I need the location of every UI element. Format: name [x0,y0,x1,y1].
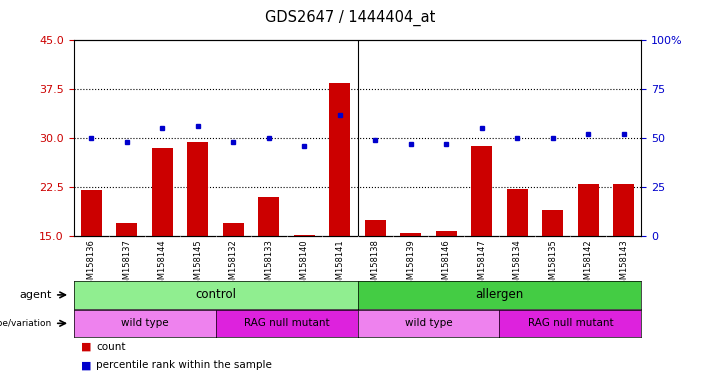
Bar [365,220,386,236]
Bar [400,233,421,236]
Bar [187,142,208,236]
Bar [542,210,564,236]
Bar [151,148,173,236]
Bar [116,223,137,236]
Text: RAG null mutant: RAG null mutant [528,318,613,328]
Text: ■: ■ [81,342,91,352]
Bar [329,83,350,236]
Text: wild type: wild type [121,318,168,328]
Bar [81,190,102,236]
Bar [507,189,528,236]
Text: GDS2647 / 1444404_at: GDS2647 / 1444404_at [265,10,436,26]
Text: genotype/variation: genotype/variation [0,319,52,328]
Text: wild type: wild type [404,318,452,328]
Text: allergen: allergen [475,288,524,301]
Text: count: count [96,342,125,352]
Text: RAG null mutant: RAG null mutant [244,318,329,328]
Text: control: control [195,288,236,301]
Text: percentile rank within the sample: percentile rank within the sample [96,360,272,370]
Bar [613,184,634,236]
Bar [258,197,280,236]
Bar [578,184,599,236]
Bar [435,231,457,236]
Bar [471,146,492,236]
Bar [223,223,244,236]
Bar [294,235,315,236]
Text: agent: agent [20,290,52,300]
Text: ■: ■ [81,360,91,370]
